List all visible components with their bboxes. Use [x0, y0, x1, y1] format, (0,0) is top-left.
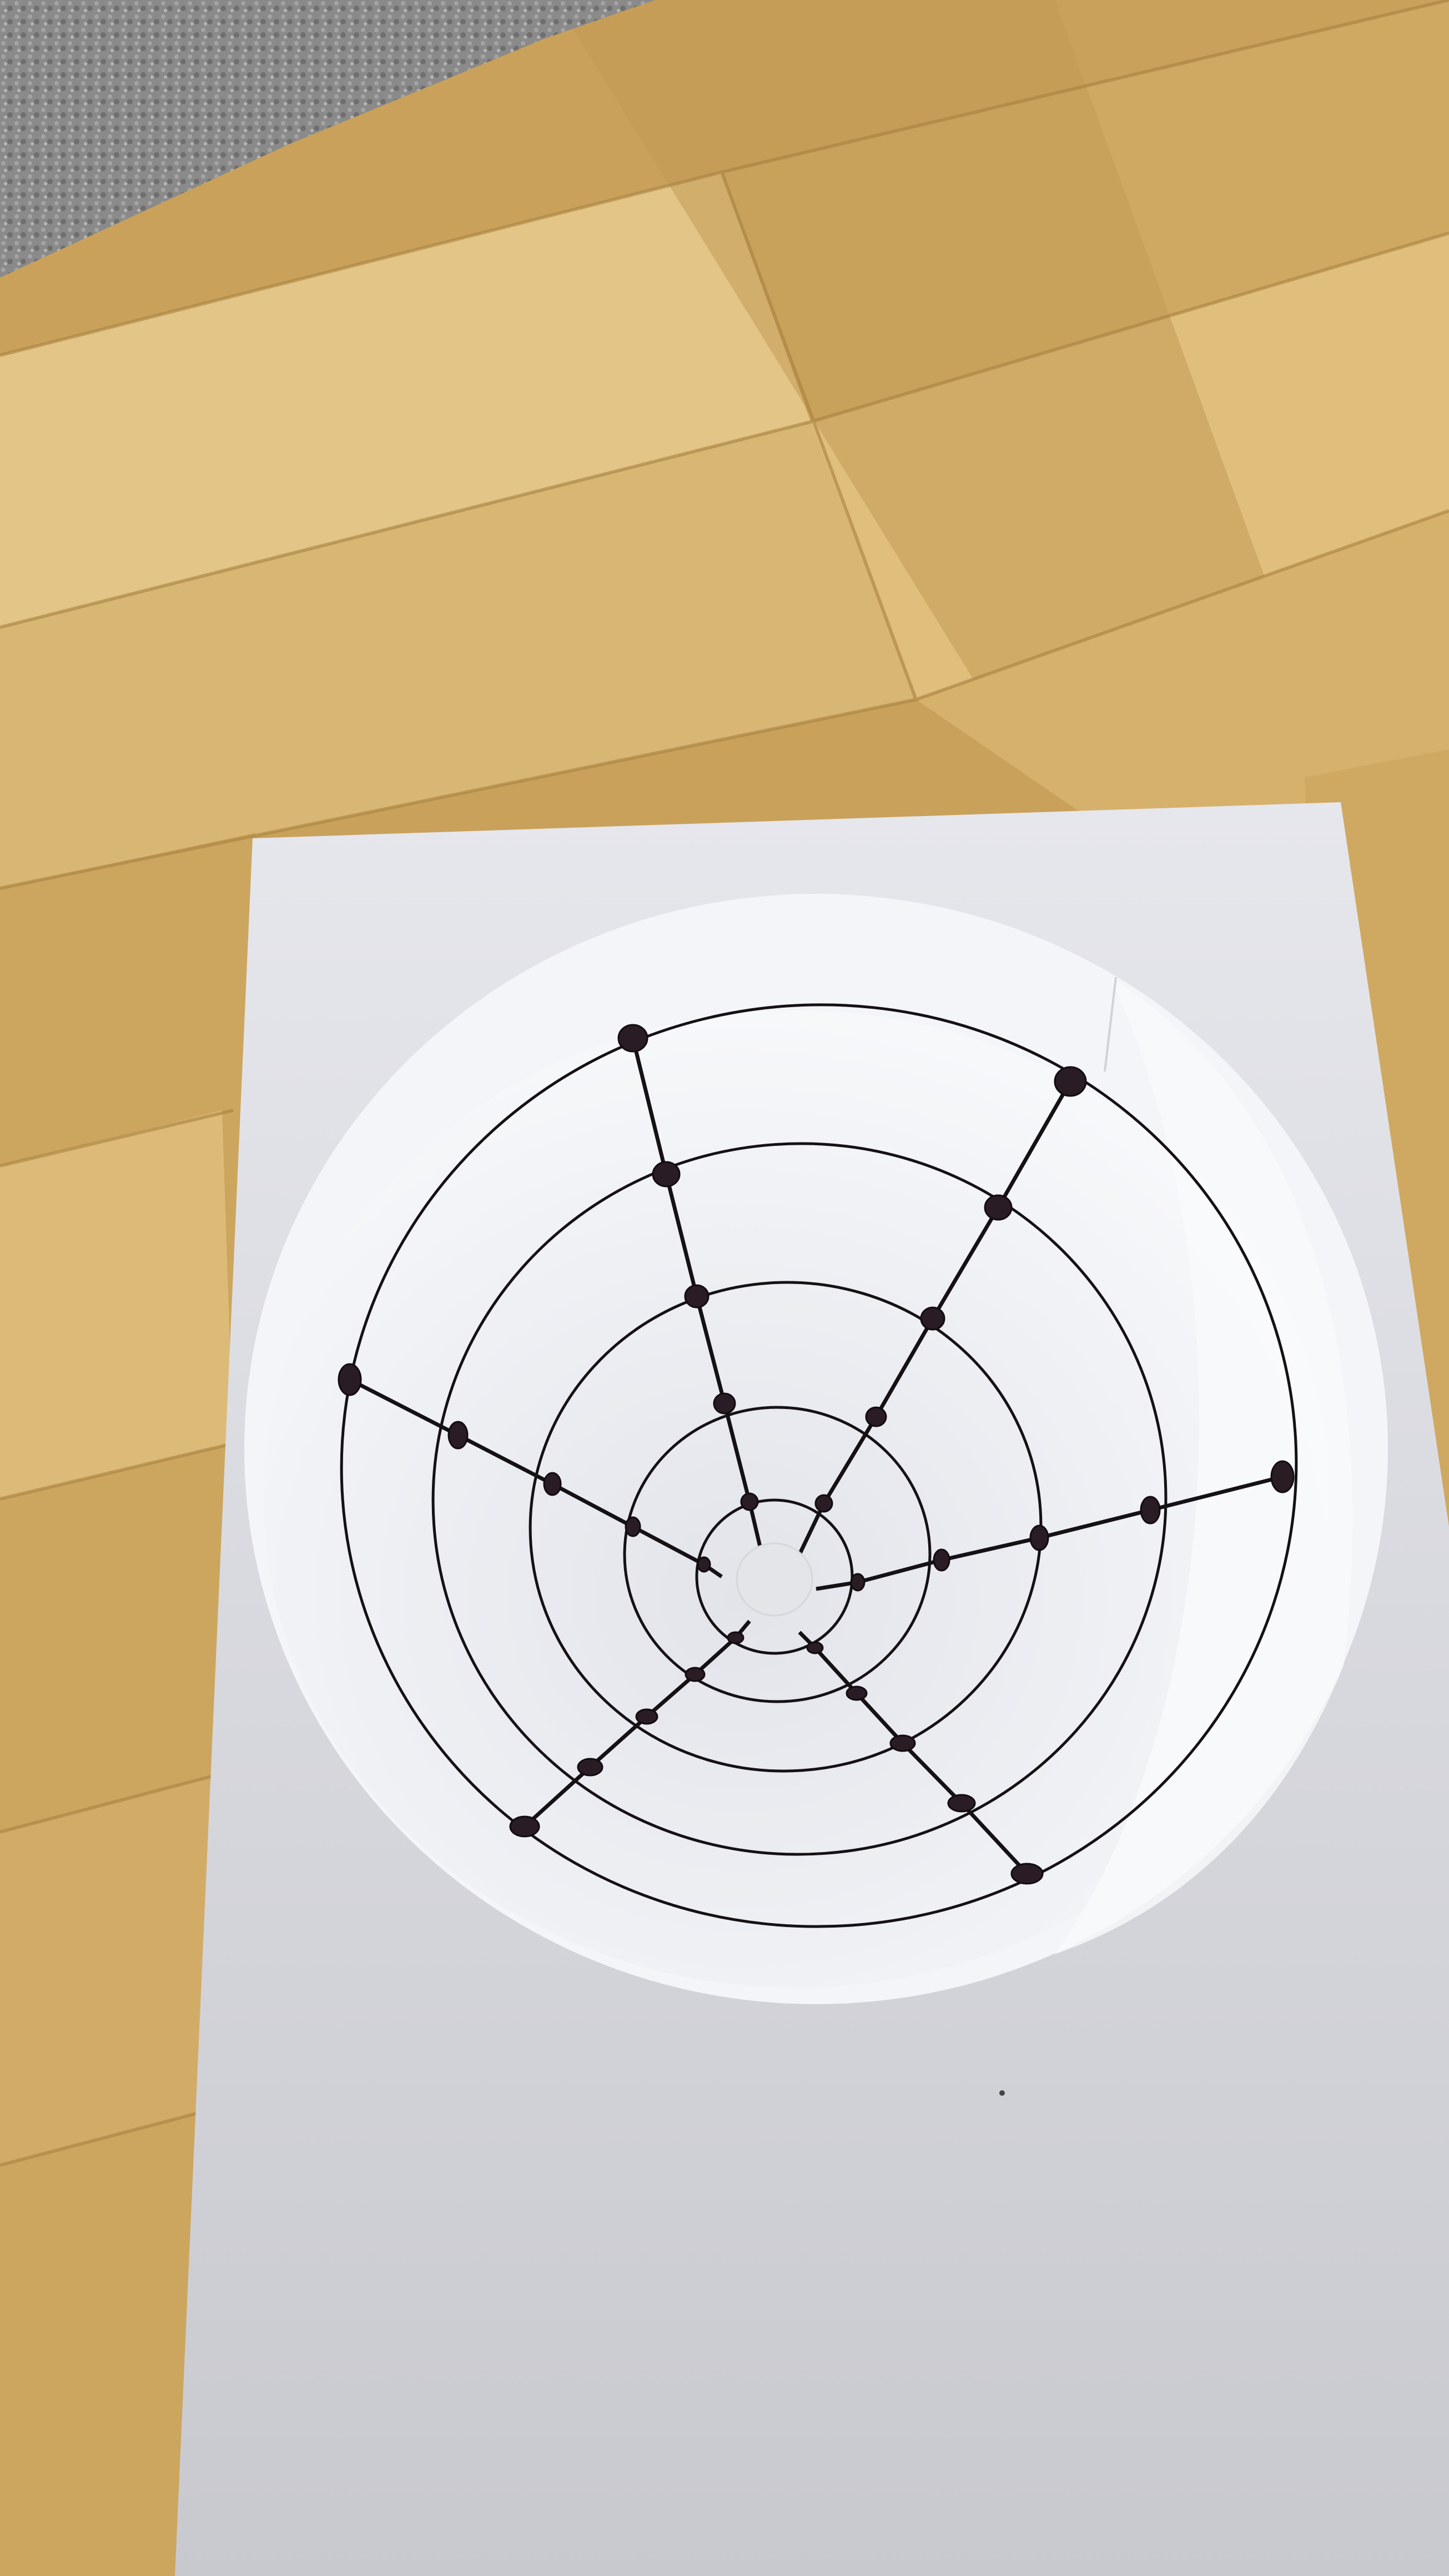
drawn-rings — [340, 1003, 1298, 1928]
cone-apex — [736, 1542, 813, 1617]
drawn-dots — [338, 1024, 1295, 1885]
paper-speck — [999, 2090, 1005, 2096]
paper-cone — [244, 894, 1388, 2004]
carpet-corner — [0, 0, 655, 278]
